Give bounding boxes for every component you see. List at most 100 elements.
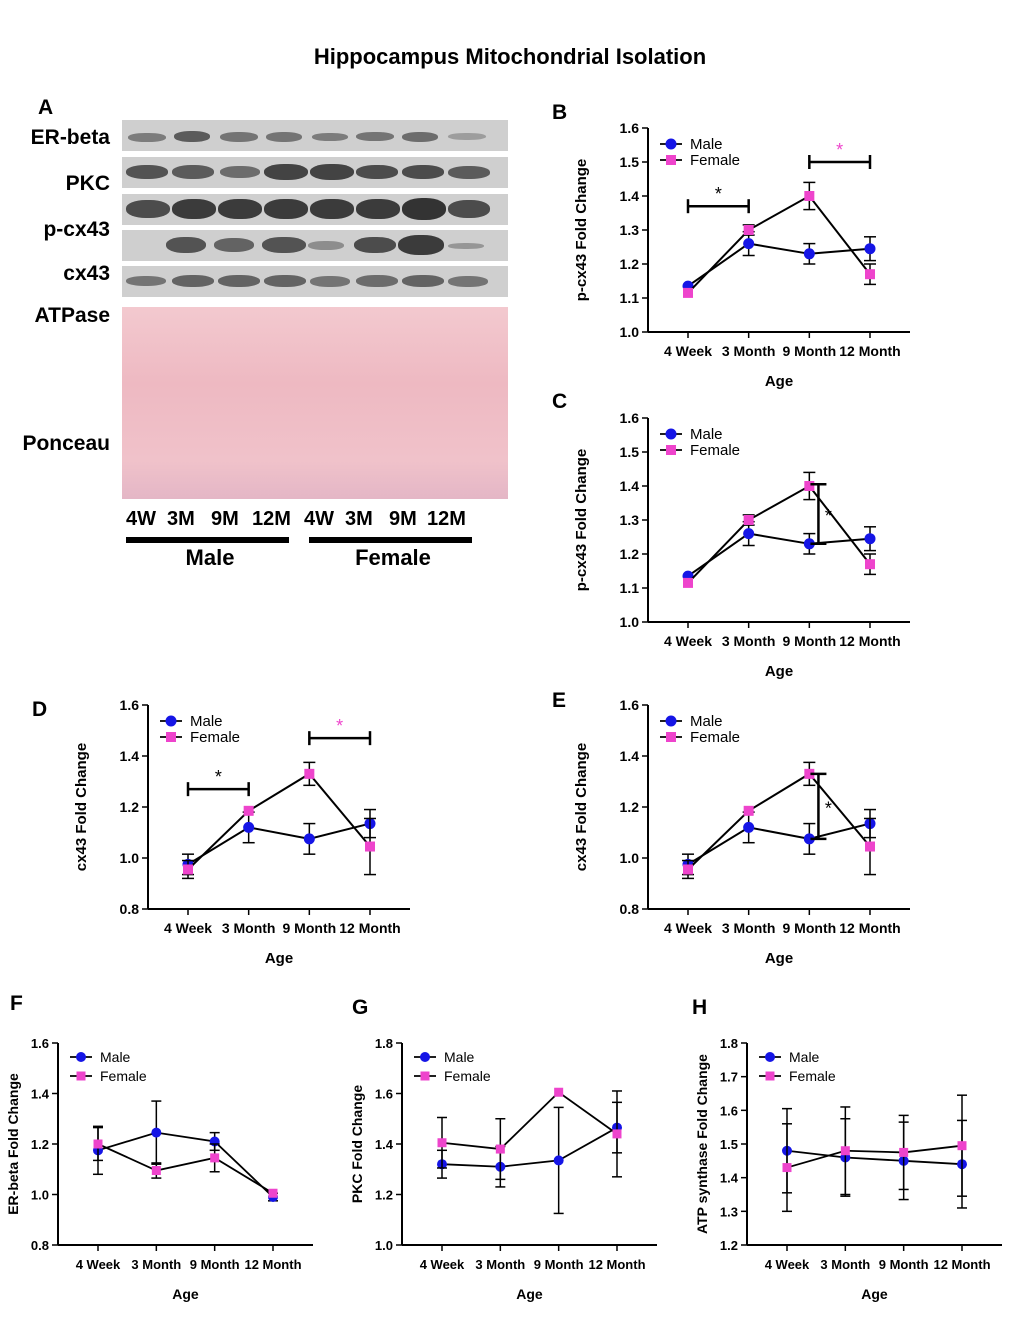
legend-label: Male [100, 1049, 131, 1065]
male-data-point [864, 243, 876, 255]
female-data-point [268, 1188, 278, 1198]
x-tick-label: 4 Week [164, 920, 212, 936]
female-data-point [957, 1141, 967, 1151]
series-line-female [687, 194, 871, 294]
blot-strip-atp-synthase [122, 194, 508, 225]
x-tick-label: 3 Month [475, 1257, 525, 1272]
series-line-female [97, 1143, 274, 1195]
lane-label: 9M [211, 508, 239, 530]
chart-h: 1.2 1.3 1.4 1.5 1.6 1.7 1.8 4 Week 3 Month 9 Mont… [695, 1036, 1002, 1302]
x-tick-label: 9 Month [783, 920, 837, 936]
lane-label: 12M [252, 508, 291, 530]
y-axis-label: cx43 Fold Change [573, 743, 590, 871]
female-data-point [151, 1166, 161, 1176]
x-tick-label: 4 Week [664, 633, 712, 649]
significance-star: * [336, 716, 343, 736]
chart-e: 0.8 1.0 1.2 1.4 1.6 4 Week 3 Month 9 Month 12 Mo… [573, 697, 910, 967]
x-tick-label: 12 Month [244, 1257, 301, 1272]
female-data-point [243, 805, 254, 816]
chart-f: 0.8 1.0 1.2 1.4 1.6 4 Week 3 Month 9 Month 12 Mo… [6, 1036, 313, 1302]
female-data-point [804, 191, 815, 201]
blot-label-atpase: ATPase [34, 304, 110, 327]
legend-label: Female [789, 1068, 836, 1084]
y-tick-label: 1.6 [120, 697, 140, 713]
male-data-point [743, 821, 755, 833]
panel-letter-g: G [352, 996, 369, 1019]
y-tick-label: 1.4 [31, 1087, 50, 1102]
y-tick-label: 1.4 [620, 478, 640, 494]
legend-label: Male [690, 713, 723, 730]
series-line-female [441, 1091, 618, 1150]
y-tick-label: 1.3 [720, 1204, 738, 1219]
panel-letter-c: C [552, 390, 568, 413]
female-data-point [683, 864, 693, 875]
x-tick-label: 3 Month [722, 920, 776, 936]
male-data-point [553, 1155, 564, 1166]
panel-letter-d: D [32, 698, 48, 721]
male-data-point [243, 821, 255, 833]
legend-label: Female [190, 729, 240, 746]
female-data-point [743, 805, 754, 816]
legend-female-marker [666, 732, 676, 742]
x-tick-label: 12 Month [933, 1257, 990, 1272]
legend-label: Male [190, 713, 223, 730]
x-tick-label: 3 Month [820, 1257, 870, 1272]
x-axis-label: Age [861, 1286, 888, 1302]
female-data-point [865, 841, 875, 852]
significance-star: * [215, 767, 222, 787]
y-tick-label: 1.6 [375, 1087, 393, 1102]
x-axis-label: Age [765, 950, 793, 967]
series-line-male [687, 242, 871, 287]
y-tick-label: 1.4 [375, 1137, 394, 1152]
legend-label: Female [100, 1068, 147, 1084]
y-tick-label: 1.6 [620, 697, 640, 713]
legend-label: Male [789, 1049, 820, 1065]
legend-female-marker [166, 732, 176, 742]
series-line-female [687, 772, 871, 871]
blot-label-er-beta: ER-beta [30, 126, 110, 149]
legend-label: Female [444, 1068, 491, 1084]
significance-star: * [825, 798, 832, 818]
lane-label: 4W [304, 508, 334, 530]
series-line-male [687, 822, 871, 866]
female-group-bar [309, 537, 472, 543]
series-line-male [187, 822, 371, 866]
female-data-point [683, 287, 693, 298]
x-tick-label: 3 Month [222, 920, 276, 936]
lane-label: 4W [126, 508, 156, 530]
y-tick-label: 1.1 [620, 580, 640, 596]
y-axis-label: p-cx43 Fold Change [573, 449, 590, 592]
female-data-point [304, 768, 315, 779]
significance-star: * [836, 140, 843, 160]
y-tick-label: 1.2 [375, 1188, 393, 1203]
female-data-point [612, 1129, 622, 1139]
female-data-point [865, 559, 875, 570]
x-axis-label: Age [765, 663, 793, 680]
x-tick-label: 12 Month [588, 1257, 645, 1272]
y-tick-label: 1.0 [620, 324, 640, 340]
blot-strip-cx43 [122, 266, 508, 297]
blot-label-p-cx43: p-cx43 [43, 218, 110, 241]
series-line-male [687, 532, 871, 577]
female-data-point [899, 1147, 909, 1157]
blot-label-pkc: PKC [65, 172, 110, 195]
y-tick-label: 1.6 [620, 120, 640, 136]
legend-male-marker [76, 1052, 86, 1062]
legend-label: Male [690, 426, 723, 443]
y-tick-label: 1.4 [620, 748, 640, 764]
chart-g: 1.0 1.2 1.4 1.6 1.8 4 Week 3 Month 9 Month 12 Mo… [350, 1036, 657, 1302]
y-tick-label: 1.7 [720, 1070, 738, 1085]
x-tick-label: 9 Month [783, 633, 837, 649]
male-data-point [743, 238, 755, 250]
female-data-point [782, 1163, 792, 1173]
y-tick-label: 1.3 [620, 222, 640, 238]
panel-letter-b: B [552, 101, 568, 124]
legend-female-marker [420, 1071, 430, 1081]
x-tick-label: 3 Month [131, 1257, 181, 1272]
x-axis-label: Age [765, 373, 793, 390]
female-data-point [495, 1144, 505, 1154]
female-data-point [804, 481, 815, 491]
x-tick-label: 12 Month [839, 920, 900, 936]
male-data-point [864, 533, 876, 545]
ponceau-stain-blot [122, 307, 508, 499]
